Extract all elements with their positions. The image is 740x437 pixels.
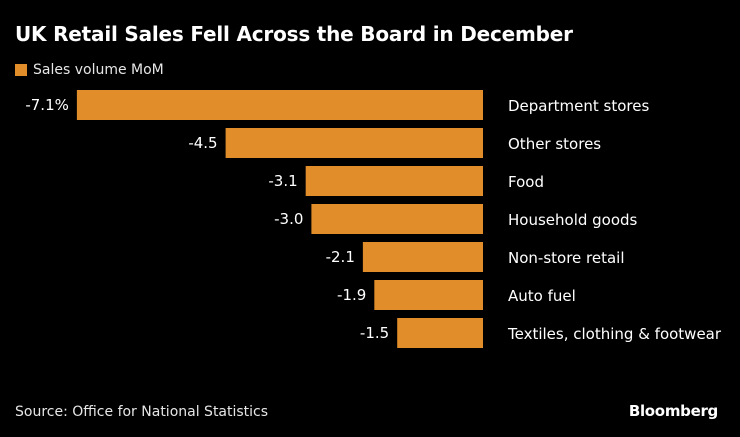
source-note: Source: Office for National Statistics — [15, 404, 269, 420]
category-label-4: Non-store retail — [508, 249, 625, 267]
bar-6 — [397, 318, 483, 348]
category-label-2: Food — [508, 173, 544, 191]
data-label-1: -4.5 — [188, 134, 217, 152]
category-label-1: Other stores — [508, 135, 601, 153]
category-label-0: Department stores — [508, 97, 649, 115]
legend-swatch — [15, 64, 27, 76]
data-label-4: -2.1 — [326, 248, 355, 266]
bar-4 — [362, 242, 483, 272]
legend: Sales volume MoM — [15, 62, 164, 78]
category-label-3: Household goods — [508, 211, 638, 229]
bar-0 — [76, 90, 483, 120]
chart-title: UK Retail Sales Fell Across the Board in… — [15, 22, 573, 46]
data-label-0: -7.1% — [25, 96, 69, 114]
bar-3 — [311, 204, 483, 234]
bar-1 — [225, 128, 483, 158]
legend-label: Sales volume MoM — [33, 62, 164, 78]
category-label-5: Auto fuel — [508, 287, 576, 305]
data-label-6: -1.5 — [360, 324, 389, 342]
data-label-3: -3.0 — [274, 210, 303, 228]
bar-5 — [374, 280, 483, 310]
category-label-6: Textiles, clothing & footwear — [507, 325, 722, 343]
bar-2 — [305, 166, 483, 196]
data-label-2: -3.1 — [268, 172, 297, 190]
data-label-5: -1.9 — [337, 286, 366, 304]
bloomberg-logo: Bloomberg — [628, 402, 718, 420]
